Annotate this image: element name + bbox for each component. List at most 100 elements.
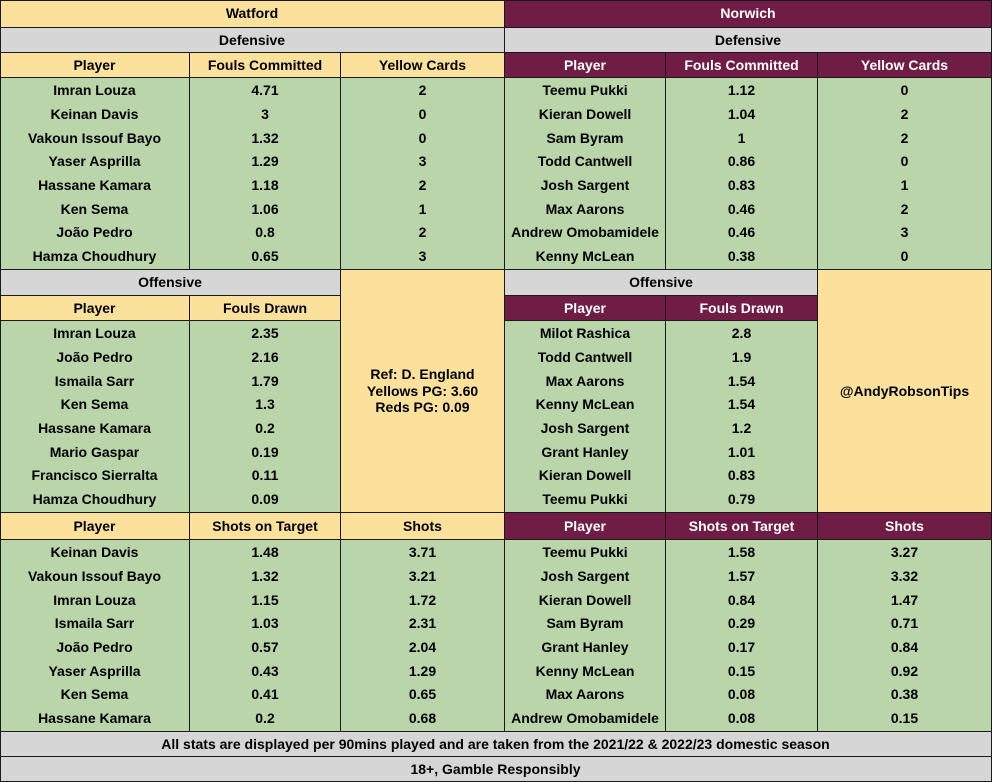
table-cell: Imran Louza (53, 591, 136, 608)
watford-def-header-yellows: Yellow Cards (341, 53, 505, 78)
table-cell: 4.71 (251, 82, 279, 99)
table-cell: Imran Louza (53, 82, 136, 99)
table-cell: 0 (900, 247, 909, 264)
table-cell: 1.79 (251, 372, 279, 389)
table-cell: Josh Sargent (540, 568, 630, 585)
table-cell: Yaser Asprilla (48, 153, 141, 170)
table-cell: 0 (418, 106, 427, 123)
table-cell: 3.21 (408, 568, 437, 585)
table-cell: 1 (900, 176, 909, 193)
table-cell: Andrew Omobamidele (511, 709, 659, 726)
table-cell: 0.19 (251, 443, 279, 460)
table-cell: 0.71 (890, 615, 919, 632)
footer-disclaimer: 18+, Gamble Responsibly (0, 757, 992, 782)
table-cell: 0.46 (727, 200, 756, 217)
table-cell: 2 (900, 129, 909, 146)
table-cell: Mario Gaspar (49, 443, 140, 460)
table-cell: 0.2 (255, 709, 275, 726)
table-cell: Andrew Omobamidele (511, 224, 659, 241)
table-cell: 2 (900, 200, 909, 217)
watford-defensive-label: Defensive (0, 28, 505, 53)
table-cell: 0.2 (255, 419, 275, 436)
table-cell: 0.92 (890, 662, 919, 679)
table-cell: 1.72 (408, 591, 437, 608)
table-cell: 3 (900, 224, 909, 241)
watford-def-players: Imran Louza Keinan Davis Vakoun Issouf Bay… (0, 78, 190, 270)
table-cell: 1.06 (251, 200, 279, 217)
table-cell: 0.08 (727, 686, 756, 703)
table-cell: Hamza Choudhury (32, 247, 157, 264)
table-cell: 0.84 (727, 591, 756, 608)
table-cell: 1.18 (251, 176, 279, 193)
table-cell: Teemu Pukki (542, 490, 628, 507)
table-cell: 1 (737, 129, 746, 146)
table-cell: 1.32 (251, 129, 279, 146)
norwich-def-fouls: 1.12 1.04 1 0.86 0.83 0.46 0.46 0.38 (666, 78, 818, 270)
norwich-shot-sot: 1.58 1.57 0.84 0.29 0.17 0.15 0.08 0.08 (666, 540, 818, 732)
table-cell: 2 (900, 106, 909, 123)
table-cell: 1.58 (727, 544, 756, 561)
norwich-def-header-fouls: Fouls Committed (666, 53, 818, 78)
norwich-def-header-player: Player (505, 53, 666, 78)
table-cell: Josh Sargent (540, 176, 630, 193)
table-cell: 0.38 (727, 247, 756, 264)
table-cell: Ismaila Sarr (54, 615, 135, 632)
watford-shot-total: 3.71 3.21 1.72 2.31 2.04 1.29 0.65 0.68 (341, 540, 505, 732)
table-cell: Kieran Dowell (538, 106, 632, 123)
norwich-off-players: Milot Rashica Todd Cantwell Max Aarons Kenn… (505, 321, 666, 513)
table-cell: 0.68 (408, 709, 437, 726)
table-cell: 1.54 (727, 372, 756, 389)
table-cell: 0.17 (727, 638, 756, 655)
table-cell: Francisco Sierralta (31, 467, 158, 484)
table-cell: Sam Byram (546, 615, 624, 632)
watford-shot-header-sot: Shots on Target (190, 513, 341, 540)
table-cell: 1.03 (251, 615, 279, 632)
table-cell: 1.57 (727, 568, 756, 585)
table-cell: Kenny McLean (535, 662, 635, 679)
table-cell: Max Aarons (545, 372, 625, 389)
norwich-shot-header-player: Player (505, 513, 666, 540)
table-cell: João Pedro (56, 224, 133, 241)
table-cell: Vakoun Issouf Bayo (27, 129, 162, 146)
table-cell: 1.04 (727, 106, 756, 123)
table-cell: 0.09 (251, 490, 279, 507)
table-cell: 1.48 (251, 544, 279, 561)
twitter-handle: @AndyRobsonTips (818, 270, 992, 513)
watford-shot-header-player: Player (0, 513, 190, 540)
table-cell: 0.57 (251, 638, 279, 655)
table-cell: 0 (418, 129, 427, 146)
table-cell: 1.9 (731, 349, 752, 366)
table-cell: 3.27 (890, 544, 919, 561)
table-cell: 1.2 (731, 419, 752, 436)
watford-def-header-player: Player (0, 53, 190, 78)
table-cell: 2.8 (731, 325, 752, 342)
table-cell: Teemu Pukki (542, 544, 628, 561)
table-cell: Max Aarons (545, 200, 625, 217)
norwich-off-drawn: 2.8 1.9 1.54 1.54 1.2 1.01 0.83 0.79 (666, 321, 818, 513)
table-cell: Kenny McLean (535, 247, 635, 264)
table-cell: 2.31 (408, 615, 437, 632)
table-cell: 1.47 (890, 591, 919, 608)
table-cell: Josh Sargent (540, 419, 630, 436)
watford-team-header: Watford (0, 0, 505, 28)
norwich-offensive-label: Offensive (505, 270, 818, 296)
table-cell: Keinan Davis (50, 106, 139, 123)
table-cell: 2.16 (251, 349, 279, 366)
table-cell: 1 (418, 200, 427, 217)
table-cell: 1.32 (251, 568, 279, 585)
norwich-team-header: Norwich (505, 0, 992, 28)
watford-offensive-label: Offensive (0, 270, 341, 296)
table-cell: 0.8 (255, 224, 275, 241)
referee-name: Ref: D. England (370, 365, 475, 382)
watford-shot-sot: 1.48 1.32 1.15 1.03 0.57 0.43 0.41 0.2 (190, 540, 341, 732)
table-cell: Vakoun Issouf Bayo (27, 568, 162, 585)
table-cell: Ken Sema (60, 200, 129, 217)
table-cell: 2.35 (251, 325, 279, 342)
table-cell: 0.83 (727, 467, 756, 484)
table-cell: 0.43 (251, 662, 279, 679)
table-cell: 3 (418, 153, 427, 170)
table-cell: Hassane Kamara (38, 176, 151, 193)
watford-off-header-drawn: Fouls Drawn (190, 296, 341, 321)
table-cell: 0 (900, 82, 909, 99)
table-cell: 0.65 (408, 686, 437, 703)
